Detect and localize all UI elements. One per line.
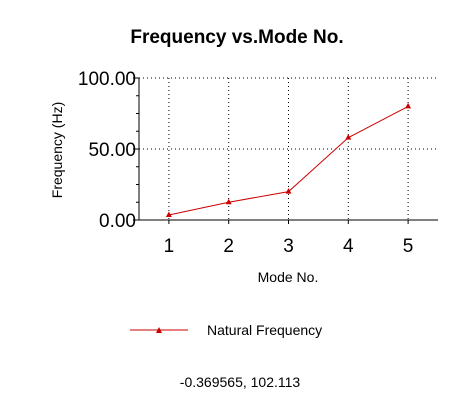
coordinate-readout: -0.369565, 102.113 (180, 374, 301, 390)
x-tick-label-1: 2 (223, 236, 234, 257)
tick-label-layer: 0.00 50.00 100.00 1 2 3 4 5 (78, 69, 414, 257)
axes-layer (133, 77, 438, 224)
y-axis-label: Frequency (Hz) (49, 102, 65, 198)
y-tick-label-1: 50.00 (88, 140, 136, 161)
x-tick-label-3: 4 (343, 236, 354, 257)
data-point-5 (405, 102, 412, 109)
data-point-4 (345, 134, 352, 140)
data-point-2 (225, 198, 232, 205)
legend-label: Natural Frequency (207, 322, 322, 338)
data-point-1 (165, 211, 172, 218)
legend-marker (156, 327, 162, 333)
y-tick-label-0: 0.00 (99, 211, 136, 232)
legend: Natural Frequency (130, 322, 322, 338)
x-tick-label-4: 5 (403, 236, 414, 257)
x-tick-label-0: 1 (164, 236, 175, 257)
y-tick-label-2: 100.00 (78, 69, 136, 90)
x-tick-label-2: 3 (283, 236, 294, 257)
data-point-3 (285, 188, 292, 194)
series-layer (165, 102, 412, 218)
x-axis-label: Mode No. (258, 269, 319, 285)
grid-layer (139, 77, 438, 220)
chart-title: Frequency vs.Mode No. (130, 27, 343, 48)
